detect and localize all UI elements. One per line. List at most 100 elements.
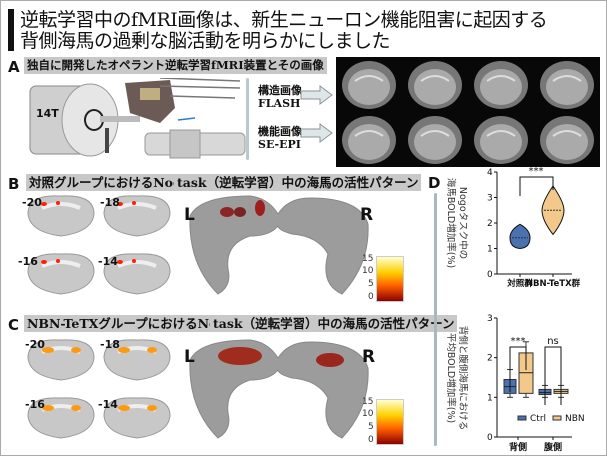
title-accent-bar [8, 9, 14, 51]
y-tick-label: 1 [487, 393, 493, 403]
colorbar-tick: 0 [368, 435, 374, 445]
colorbar-tick: 5 [368, 422, 374, 432]
activation-blob [71, 405, 81, 411]
significance-label: *** [529, 166, 544, 177]
hippocampus-outline [420, 130, 450, 137]
hippocampus-outline [552, 130, 582, 137]
colorbar-tick: 10 [362, 266, 374, 276]
slice-label: -14 [98, 398, 118, 411]
significance-bracket [544, 346, 562, 405]
hippocampus-region [117, 260, 157, 268]
colorbar-tick: 15 [362, 254, 374, 264]
mri-slice-inner [348, 69, 390, 105]
slice-label: -16 [25, 398, 45, 411]
structural-image-label: 構造画像 FLASH [258, 84, 302, 110]
activation-blob [56, 259, 60, 263]
mri-image-grid [336, 57, 600, 167]
brain-activation-maps [27, 195, 369, 439]
colorbar-tick: 0 [368, 292, 374, 302]
title-line-2: 背側海馬の過剰な脳活動を明らかにしました [20, 30, 391, 52]
mri-slice-inner [546, 69, 588, 105]
x-tick-label: 対照群 [506, 278, 533, 289]
structural-label-jp: 構造画像 [258, 84, 302, 97]
activation-blob [147, 405, 157, 411]
activation-blob [132, 201, 136, 205]
activation-blob [117, 260, 123, 264]
bracket-divider [246, 78, 249, 160]
activation-blob [41, 202, 47, 206]
significance-label: ns [547, 336, 559, 347]
legend-label: NBN [565, 414, 585, 424]
activation-blob [42, 347, 54, 353]
activation-cluster [218, 347, 262, 365]
y-tick-label: 3 [487, 194, 493, 204]
hippocampus-region [41, 260, 81, 268]
y-tick-label: 2 [487, 354, 493, 364]
y-axis-label: 背側と腹側海馬における平均BOLD増加率(%) [445, 326, 469, 431]
activation-cluster [316, 353, 344, 367]
panel-b-label: B [8, 175, 20, 193]
panel-c-heading-1: NBN-TeTXグループにおけるNogo [24, 315, 238, 332]
mri-slice-inner [480, 124, 522, 160]
arrow-right-icon [300, 85, 333, 105]
legend-swatch-ctrl [517, 415, 527, 421]
hippocampus-outline [354, 75, 384, 82]
activation-cluster [234, 207, 246, 217]
violin [509, 223, 531, 250]
colorbar-gradient [376, 256, 404, 302]
y-axis-label: Nogoタスク中の海馬BOLD増加率(%) [445, 178, 469, 268]
hippocampus-outline [552, 75, 582, 82]
colorbar-gradient [376, 399, 404, 445]
structural-label-seq: FLASH [258, 97, 301, 110]
significance-label: *** [511, 336, 526, 347]
colorbar-tick: 15 [362, 397, 374, 407]
colorbar-tick: 5 [368, 279, 374, 289]
hippocampus-region [117, 202, 157, 210]
panel-c-label: C [8, 316, 20, 334]
y-tick-label: 0 [487, 433, 493, 443]
colorbar-c: 15 10 5 0 [362, 397, 404, 445]
activation-blob [41, 260, 47, 264]
activation-blob [118, 405, 130, 411]
colorbar-b: 15 10 5 0 [362, 254, 404, 302]
hippocampus-3d [189, 195, 369, 295]
slice-label: -20 [22, 196, 42, 209]
hippocampus-outline [420, 75, 450, 82]
functional-label-jp: 機能画像 [258, 125, 302, 138]
y-tick-label: 1 [487, 245, 493, 255]
magnet-label: 14T [36, 107, 59, 120]
y-tick-label: 4 [487, 168, 493, 178]
hippocampus-outline [486, 130, 516, 137]
x-tick-label: NBN-TeTX群 [526, 278, 581, 289]
functional-image-label: 機能画像 SE-EPI [258, 125, 302, 151]
activation-blob [117, 202, 123, 206]
title-line-1: 逆転学習中のfMRI画像は、新生ニューロン機能阻害に起因する [20, 9, 548, 31]
panel-d-label: D [428, 174, 441, 192]
y-label-line: Nogoタスク中の [457, 187, 469, 259]
activation-cluster [255, 200, 265, 216]
panel-a-label: A [8, 58, 20, 76]
y-tick-label: 0 [487, 270, 493, 280]
panel-b-heading-2: task（逆転学習）中の海馬の活性パターン [174, 174, 422, 191]
left-hemisphere-label: L [184, 347, 195, 367]
slice-label: -14 [98, 255, 118, 268]
panel-a-heading: 独自に開発したオペラント逆転学習fMRI装置とその画像 [24, 57, 327, 74]
hippocampus-3d [189, 339, 369, 439]
mri-slice-inner [546, 124, 588, 160]
arrows [300, 85, 333, 143]
right-hemisphere-label: R [360, 205, 374, 225]
arrow-right-icon [300, 123, 333, 143]
significance-bracket [519, 176, 554, 196]
mri-slice-inner [348, 124, 390, 160]
slice-label: -20 [25, 338, 45, 351]
activation-blob [132, 259, 136, 263]
y-label-line: 平均BOLD増加率(%) [445, 333, 457, 423]
hippocampus-outline [354, 130, 384, 137]
significance-bracket [509, 346, 527, 392]
mri-slice-inner [480, 69, 522, 105]
mri-slice-inner [414, 69, 456, 105]
y-tick-label: 2 [487, 219, 493, 229]
activation-blob [147, 347, 157, 353]
slice-label: -18 [100, 196, 120, 209]
